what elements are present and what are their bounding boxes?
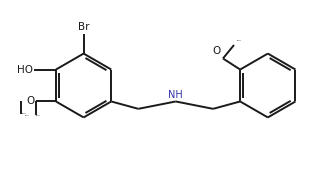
Text: NH: NH — [168, 90, 183, 100]
Text: HO: HO — [17, 64, 33, 75]
Text: methyl: methyl — [25, 115, 30, 116]
Text: methyl: methyl — [36, 115, 41, 116]
Text: methyl: methyl — [236, 40, 241, 41]
Text: O: O — [27, 96, 35, 107]
Text: Br: Br — [78, 22, 89, 32]
Text: O: O — [212, 46, 220, 56]
Text: methyl: methyl — [22, 113, 26, 114]
